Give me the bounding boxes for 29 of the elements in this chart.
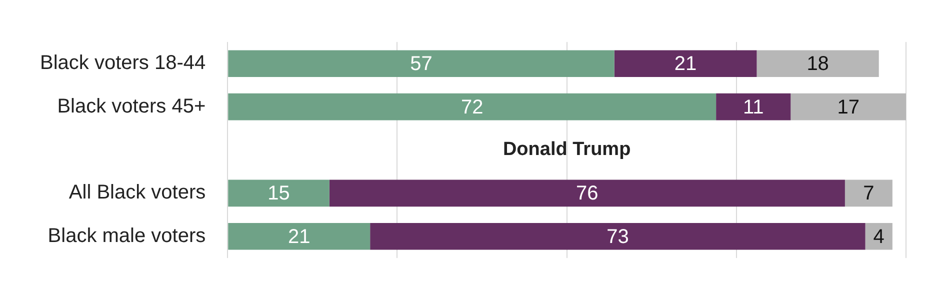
data-label: 21 [288,226,310,248]
bar [228,50,614,77]
data-label: 72 [460,96,484,118]
y-tick-label: All Black voters [68,182,206,204]
data-label: 57 [410,53,432,76]
bar [716,93,791,120]
y-tick-label: Black voters 18-44 [40,52,206,74]
data-label: 17 [837,96,860,118]
bar [329,180,845,207]
bar [844,180,892,207]
bar [228,180,330,207]
bar [228,93,716,120]
data-label: 4 [873,226,884,248]
bar [228,223,370,250]
data-label: 7 [863,182,874,205]
data-label: 11 [742,96,764,118]
bar [756,50,879,77]
data-label: 15 [268,182,290,205]
bar [790,93,906,120]
bar [370,223,866,250]
bar [614,50,757,77]
data-label: 73 [606,226,629,248]
bar [865,223,892,250]
data-label: 21 [674,53,697,76]
annotation: Donald Trump [502,139,631,160]
data-label: 18 [806,53,829,76]
data-label: 76 [576,182,598,205]
y-tick-label: Black male voters [48,224,206,247]
y-tick-label: Black voters 45+ [57,95,206,118]
